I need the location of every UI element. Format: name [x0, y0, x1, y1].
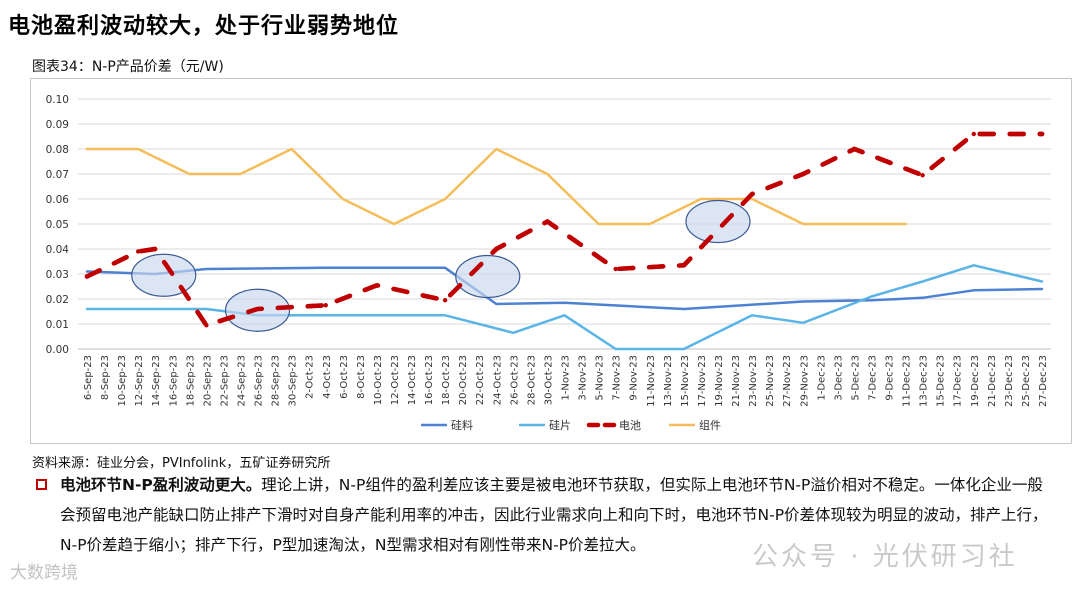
x-tick-label: 12-Oct-23	[390, 355, 401, 405]
x-tick-label: 1-Nov-23	[561, 355, 572, 401]
x-tick-label: 24-Sep-23	[236, 355, 247, 407]
watermark-left: 大数跨境	[10, 563, 78, 583]
x-tick-label: 19-Dec-23	[970, 355, 981, 407]
x-tick-label: 22-Oct-23	[475, 355, 486, 405]
x-tick-label: 17-Dec-23	[953, 355, 964, 407]
paragraph-body: 理论上讲，N-P组件的盈利差应该主要是被电池环节获取，但实际上电池环节N-P溢价…	[60, 476, 1048, 554]
x-tick-label: 8-Oct-23	[356, 355, 367, 399]
x-tick-label: 3-Nov-23	[578, 355, 589, 401]
x-tick-label: 7-Dec-23	[867, 355, 878, 401]
x-tick-label: 6-Oct-23	[339, 355, 350, 399]
x-tick-label: 17-Nov-23	[697, 355, 708, 407]
x-tick-label: 5-Nov-23	[595, 355, 606, 401]
x-tick-label: 11-Dec-23	[902, 355, 913, 407]
series-line-2	[84, 131, 1045, 328]
x-tick-label: 24-Oct-23	[492, 355, 503, 405]
y-tick-label: 0.08	[46, 144, 69, 156]
data-point	[442, 298, 448, 303]
x-tick-label: 27-Dec-23	[1038, 355, 1049, 407]
x-tick-label: 28-Oct-23	[526, 355, 537, 405]
x-tick-label: 14-Sep-23	[151, 355, 162, 407]
x-tick-label: 21-Dec-23	[987, 355, 998, 407]
x-tick-label: 20-Sep-23	[202, 355, 213, 407]
chart-frame: 0.00 0.01 0.02 0.03 0.04 0.05 0.06 0.07 0.08 0.09…	[30, 78, 1072, 444]
figure-caption: 图表34：N-P产品价差（元/W)	[32, 59, 224, 75]
y-tick-label: 0.07	[46, 169, 69, 181]
x-tick-label: 26-Sep-23	[254, 355, 265, 407]
series-line-cell-top	[84, 131, 1045, 328]
x-tick-label: 21-Nov-23	[731, 355, 742, 407]
data-point	[613, 266, 618, 272]
x-tick-label: 16-Oct-23	[424, 355, 435, 405]
legend-label: 硅片	[549, 419, 571, 432]
highlight-bubble	[455, 254, 521, 299]
x-tick-label: 9-Dec-23	[885, 355, 896, 401]
x-tick-label: 25-Nov-23	[765, 355, 776, 407]
legend-label: 组件	[699, 418, 721, 432]
y-tick-label: 0.00	[46, 344, 69, 356]
legend-label: 硅料	[451, 418, 473, 432]
x-tick-label: 22-Sep-23	[219, 355, 230, 407]
y-tick-label: 0.02	[46, 294, 69, 306]
x-tick-label: 19-Nov-23	[714, 355, 725, 407]
y-tick-label: 0.04	[46, 244, 70, 256]
y-tick-label: 0.05	[46, 219, 69, 231]
series-line-3	[85, 147, 907, 226]
data-point	[971, 131, 976, 137]
x-tick-label: 23-Nov-23	[748, 355, 759, 407]
x-tick-label: 28-Sep-23	[271, 355, 282, 407]
x-tick-label: 27-Nov-23	[782, 355, 793, 407]
np-price-spread-chart: 0.00 0.01 0.02 0.03 0.04 0.05 0.06 0.07 0.08 0.09…	[46, 94, 1051, 432]
x-tick-label: 25-Dec-23	[1021, 355, 1032, 407]
x-tick-label: 29-Nov-23	[799, 355, 810, 407]
x-tick-label: 5-Dec-23	[850, 355, 861, 401]
x-tick-label: 6-Sep-23	[83, 355, 94, 400]
y-tick-label: 0.09	[46, 119, 69, 131]
x-tick-label: 7-Nov-23	[612, 355, 623, 401]
x-tick-label: 23-Dec-23	[1004, 355, 1015, 407]
y-tick-label: 0.01	[46, 319, 69, 331]
y-tick-label: 0.10	[46, 94, 69, 106]
paragraph-lead: 电池环节N-P盈利波动更大。	[60, 476, 262, 494]
x-tick-label: 13-Dec-23	[919, 355, 930, 407]
data-point	[920, 173, 925, 178]
x-tick-label: 30-Oct-23	[543, 355, 554, 405]
x-tick-label: 10-Oct-23	[373, 355, 384, 405]
x-tick-label: 8-Sep-23	[100, 355, 111, 400]
x-tick-label: 20-Oct-23	[458, 355, 469, 405]
x-tick-label: 4-Oct-23	[322, 355, 333, 399]
x-tick-label: 11-Nov-23	[646, 355, 657, 407]
x-tick-label: 1-Dec-23	[816, 355, 827, 401]
x-tick-label: 12-Sep-23	[134, 355, 145, 407]
x-tick-label: 18-Sep-23	[185, 355, 196, 407]
x-tick-label: 30-Sep-23	[288, 355, 299, 407]
source-note: 资料来源：硅业分会，PVInfolink，五矿证券研究所	[32, 456, 331, 471]
x-tick-label: 26-Oct-23	[509, 355, 520, 405]
x-tick-label: 2-Oct-23	[305, 355, 316, 399]
bullet-square-icon	[36, 479, 47, 490]
y-tick-label: 0.03	[46, 269, 69, 281]
x-tick-label: 15-Dec-23	[936, 355, 947, 407]
analysis-paragraph: 电池环节N-P盈利波动更大。理论上讲，N-P组件的盈利差应该主要是被电池环节获取…	[60, 470, 1050, 560]
page-title: 电池盈利波动较大，处于行业弱势地位	[8, 14, 400, 39]
data-point	[323, 303, 328, 308]
x-tick-label: 14-Oct-23	[407, 355, 418, 405]
watermark-right: 公众号 · 光伏研习社	[752, 542, 1018, 572]
x-tick-label: 18-Oct-23	[441, 355, 452, 405]
y-tick-label: 0.06	[46, 194, 70, 206]
x-tick-label: 16-Sep-23	[168, 355, 179, 407]
x-tick-label: 15-Nov-23	[680, 355, 691, 407]
x-tick-label: 10-Sep-23	[117, 355, 128, 407]
x-tick-label: 9-Nov-23	[629, 355, 640, 401]
x-tick-label: 3-Dec-23	[833, 355, 844, 401]
x-tick-label: 13-Nov-23	[663, 355, 674, 407]
highlight-bubble	[685, 199, 751, 244]
legend-label: 电池	[619, 419, 641, 432]
